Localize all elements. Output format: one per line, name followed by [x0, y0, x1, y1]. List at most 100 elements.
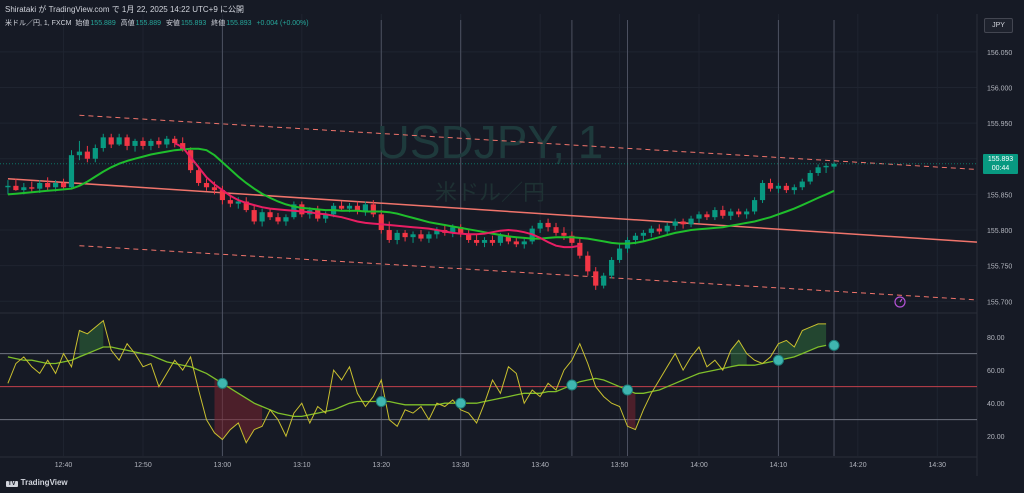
candle-body: [577, 242, 583, 256]
osc-overbought-fill: [778, 323, 827, 361]
time-tick-label: 13:00: [214, 462, 232, 469]
candle: [164, 135, 170, 149]
candle: [473, 234, 480, 246]
ohlc-close-label: 終値: [211, 20, 226, 27]
price-tick-label: 155.800: [987, 228, 1012, 235]
candle-body: [656, 228, 662, 232]
candle-body: [553, 227, 559, 233]
candle-body: [704, 214, 710, 218]
candle: [720, 205, 726, 219]
candle: [283, 214, 289, 226]
candle-body: [696, 214, 702, 219]
candle-body: [84, 151, 90, 159]
candle: [116, 133, 122, 146]
candle: [585, 251, 591, 276]
candle: [188, 147, 194, 173]
candle-body: [283, 217, 289, 222]
candle: [712, 207, 718, 221]
currency-button[interactable]: JPY: [984, 18, 1013, 33]
candle: [132, 138, 138, 152]
grid-lines: [0, 14, 977, 456]
candle-body: [338, 205, 345, 209]
cross-marker: [828, 339, 840, 351]
candle: [736, 208, 742, 218]
candle-body: [632, 235, 639, 241]
osc-oversold-fill: [627, 390, 636, 430]
symbol-label: 米ドル／円, 1, FXCM: [5, 20, 72, 27]
candle-body: [609, 259, 615, 276]
candle-body: [640, 232, 646, 236]
candle-body: [521, 241, 527, 245]
candle: [640, 230, 646, 242]
candle: [418, 230, 424, 242]
candle: [243, 197, 249, 213]
last-price-value: 155.893: [987, 156, 1014, 163]
price-tick-label: 156.050: [987, 50, 1012, 57]
candle-body: [148, 140, 154, 146]
candle: [100, 133, 106, 152]
candle: [672, 218, 678, 231]
symbol-ohlc-legend: 米ドル／円, 1, FXCM 始値155.889 高値155.889 安値155…: [5, 18, 312, 28]
candle-body: [354, 205, 361, 212]
candle: [815, 164, 821, 176]
time-tick-label: 13:50: [611, 462, 629, 469]
candle-body: [21, 187, 27, 191]
time-tick-label: 14:00: [690, 462, 708, 469]
candle-body: [450, 227, 456, 233]
ohlc-open-label: 始値: [75, 20, 90, 27]
candle-body: [172, 138, 178, 144]
candle: [577, 238, 583, 259]
candle: [807, 170, 813, 185]
candle-body: [402, 232, 408, 238]
candle-body: [831, 163, 837, 167]
candle-body: [346, 205, 353, 209]
candle: [124, 134, 130, 151]
candle-body: [783, 185, 789, 191]
candle: [299, 201, 305, 218]
candle: [521, 238, 527, 249]
candle-body: [5, 185, 11, 188]
candle: [172, 135, 178, 148]
candle: [553, 222, 559, 236]
candle-body: [601, 275, 607, 286]
candle-body: [458, 227, 464, 235]
candle-body: [481, 240, 488, 243]
candle: [680, 218, 686, 229]
tradingview-logo[interactable]: TV TradingView: [6, 478, 68, 487]
time-tick-label: 13:20: [373, 462, 391, 469]
candle-body: [53, 182, 59, 188]
candle-body: [275, 217, 281, 222]
candle: [664, 222, 670, 235]
time-tick-label: 13:30: [452, 462, 470, 469]
candle: [140, 137, 146, 150]
candle: [767, 178, 774, 192]
ohlc-low-value: 155.893: [180, 20, 207, 27]
ma-slow-line: [7, 147, 835, 245]
candle-body: [267, 212, 273, 218]
candle-body: [124, 137, 130, 146]
ohlc-change: +0.004 (+0.00%): [256, 20, 309, 27]
candle: [5, 180, 11, 195]
candle-body: [394, 232, 400, 241]
cross-marker: [455, 397, 467, 409]
candle-body: [410, 234, 416, 238]
candle: [108, 133, 114, 149]
candle-body: [164, 138, 170, 145]
channel-lower-line: [79, 245, 978, 301]
candle-body: [188, 150, 194, 171]
candle-body: [672, 221, 678, 226]
time-tick-label: 12:40: [55, 462, 73, 469]
candle-body: [648, 228, 654, 233]
candle-body: [227, 200, 233, 204]
candle: [759, 180, 766, 203]
candle: [267, 208, 273, 221]
alarm-icon-ring: [894, 296, 906, 308]
candle-body: [299, 204, 305, 215]
candle: [203, 178, 210, 191]
candle-body: [100, 137, 106, 149]
candle: [466, 230, 472, 243]
oscillator-tick-label: 20.00: [987, 434, 1005, 441]
price-tick-label: 155.750: [987, 264, 1012, 271]
